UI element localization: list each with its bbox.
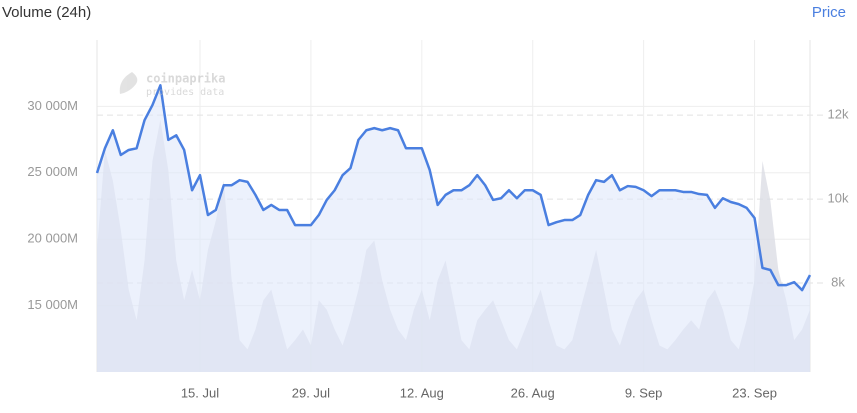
price-line [95, 84, 812, 292]
x-tick-label: 12. Aug [400, 385, 444, 400]
x-tick-label: 26. Aug [511, 385, 555, 400]
watermark-brand: coinpaprika [146, 72, 225, 86]
y2-tick-label: 12k [828, 107, 849, 122]
y-tick-label: 30 000M [27, 98, 78, 113]
y-tick-label: 20 000M [27, 231, 78, 246]
y-tick-label: 15 000M [27, 297, 78, 312]
x-tick-label: 15. Jul [181, 385, 219, 400]
y2-tick-label: 8k [831, 274, 845, 289]
x-tick-label: 23. Sep [732, 385, 777, 400]
price-area [97, 85, 810, 373]
y-tick-label: 25 000M [27, 164, 78, 179]
plot-area: 15. Jul 29. Jul 12. Aug 26. Aug 9. Sep 23. Se… [27, 40, 849, 400]
watermark-logo [119, 72, 138, 94]
watermark-note: provides data [146, 87, 224, 98]
x-tick-label: 29. Jul [292, 385, 330, 400]
left-series-title: Volume (24h) [2, 4, 91, 21]
y2-tick-label: 10k [828, 191, 849, 206]
x-tick-label: 9. Sep [625, 385, 663, 400]
watermark: coinpaprika provides data [119, 72, 225, 98]
right-series-title[interactable]: Price [812, 4, 846, 21]
